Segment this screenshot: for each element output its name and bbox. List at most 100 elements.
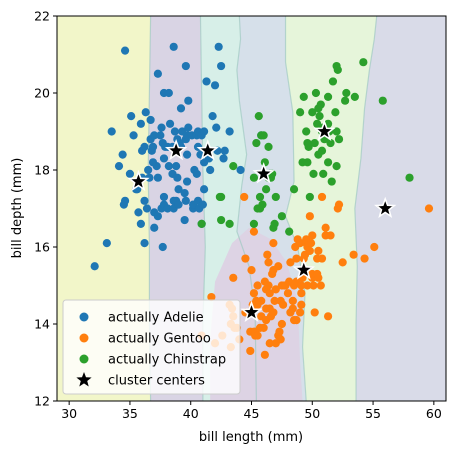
data-point bbox=[164, 88, 173, 98]
data-point bbox=[277, 319, 286, 329]
data-point bbox=[157, 123, 166, 132]
data-point bbox=[182, 150, 192, 159]
data-point bbox=[253, 281, 262, 290]
data-point bbox=[359, 58, 368, 67]
data-point bbox=[264, 258, 273, 267]
decision-region-6 bbox=[354, 16, 446, 401]
data-point bbox=[316, 100, 325, 109]
data-point bbox=[323, 158, 333, 167]
data-point bbox=[257, 296, 266, 305]
x-tick-label: 45 bbox=[244, 406, 260, 421]
data-point bbox=[349, 250, 358, 259]
data-point bbox=[192, 169, 201, 178]
data-point bbox=[129, 131, 138, 140]
data-point bbox=[225, 219, 234, 228]
cluster-center-marker bbox=[127, 169, 150, 192]
legend-dot-icon bbox=[79, 333, 89, 343]
x-tick-label: 35 bbox=[122, 406, 138, 421]
data-point bbox=[173, 173, 182, 182]
data-point bbox=[288, 296, 297, 305]
data-point bbox=[258, 200, 267, 209]
data-point bbox=[264, 281, 273, 290]
data-point bbox=[332, 127, 341, 136]
data-point bbox=[264, 142, 273, 151]
data-point bbox=[297, 300, 306, 309]
data-point bbox=[158, 242, 167, 252]
data-point bbox=[315, 112, 324, 121]
data-point bbox=[378, 96, 387, 105]
data-point bbox=[334, 135, 344, 144]
data-point bbox=[254, 112, 263, 121]
data-point bbox=[174, 185, 183, 194]
data-point bbox=[305, 212, 314, 221]
data-point bbox=[217, 192, 226, 202]
legend-label: cluster centers bbox=[108, 374, 205, 389]
series-2 bbox=[197, 58, 414, 236]
data-point bbox=[241, 254, 250, 263]
data-point bbox=[90, 262, 99, 271]
data-point bbox=[317, 192, 327, 202]
data-point bbox=[342, 88, 351, 98]
data-point bbox=[202, 77, 211, 86]
data-point bbox=[279, 300, 288, 309]
y-tick-label: 12 bbox=[34, 394, 50, 409]
data-point bbox=[299, 92, 308, 101]
data-point bbox=[310, 308, 319, 317]
data-point bbox=[172, 162, 181, 171]
data-point bbox=[261, 185, 271, 194]
data-point bbox=[292, 316, 301, 325]
data-point bbox=[271, 285, 280, 294]
data-point bbox=[319, 169, 328, 178]
data-point bbox=[309, 169, 318, 178]
data-point bbox=[326, 231, 335, 240]
data-point bbox=[125, 169, 135, 178]
legend: actually Adelie actually Gentoo actually C… bbox=[62, 299, 241, 395]
data-point bbox=[107, 127, 116, 136]
data-point bbox=[292, 254, 301, 263]
data-point bbox=[148, 158, 158, 167]
data-point bbox=[323, 92, 333, 101]
region-boundary-5 bbox=[354, 16, 378, 401]
data-point bbox=[302, 127, 311, 136]
data-point bbox=[305, 192, 314, 202]
data-point bbox=[210, 81, 220, 90]
data-point bbox=[288, 304, 297, 313]
data-point bbox=[217, 215, 226, 225]
series-3 bbox=[127, 119, 397, 322]
data-point bbox=[370, 242, 379, 252]
data-point bbox=[229, 273, 238, 282]
data-point bbox=[182, 177, 192, 186]
data-point bbox=[260, 350, 269, 359]
data-point bbox=[311, 88, 321, 98]
data-point bbox=[289, 185, 299, 194]
data-point bbox=[317, 254, 327, 263]
data-point bbox=[219, 154, 228, 163]
data-point bbox=[270, 219, 279, 228]
y-tick-label: 22 bbox=[34, 9, 50, 24]
data-point bbox=[212, 123, 221, 132]
data-point bbox=[297, 289, 306, 298]
data-point bbox=[159, 192, 169, 202]
cluster-center-marker bbox=[374, 196, 397, 219]
data-point bbox=[331, 108, 340, 117]
data-point bbox=[249, 227, 259, 236]
x-tick-label: 50 bbox=[304, 406, 320, 421]
data-point bbox=[249, 173, 259, 182]
x-tick-label: 30 bbox=[61, 406, 77, 421]
data-point bbox=[333, 65, 342, 74]
legend-dot-icon bbox=[79, 354, 89, 364]
data-point bbox=[140, 196, 149, 205]
data-point bbox=[178, 127, 187, 136]
data-point bbox=[314, 273, 323, 282]
data-point bbox=[316, 281, 325, 290]
data-point bbox=[199, 127, 209, 136]
legend-label: actually Adelie bbox=[108, 311, 204, 326]
data-point bbox=[296, 308, 305, 317]
data-point bbox=[296, 108, 305, 117]
data-point bbox=[253, 331, 262, 340]
data-point bbox=[360, 254, 369, 263]
data-point bbox=[153, 69, 162, 78]
data-point bbox=[334, 200, 344, 209]
data-point bbox=[153, 212, 162, 221]
